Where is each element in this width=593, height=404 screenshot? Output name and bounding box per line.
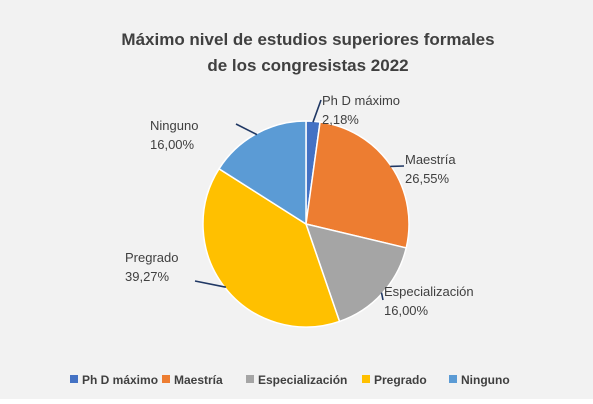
legend-label: Pregrado <box>374 373 427 387</box>
legend-swatch <box>449 375 457 383</box>
pie-slices <box>203 121 409 327</box>
legend-swatch <box>362 375 370 383</box>
legend-item-ph-d-maximo: Ph D máximo <box>70 373 158 387</box>
legend-swatch <box>162 375 170 383</box>
legend-label: Maestría <box>174 373 223 387</box>
chart-title-line-1: Máximo nivel de estudios superiores form… <box>121 30 494 49</box>
legend-label: Ph D máximo <box>82 373 158 387</box>
legend-label: Especialización <box>258 373 347 387</box>
chart-title-line-2: de los congresistas 2022 <box>207 56 408 75</box>
legend-swatch <box>246 375 254 383</box>
legend-item-especializacion: Especialización <box>246 373 347 387</box>
legend-swatch <box>70 375 78 383</box>
legend-label: Ninguno <box>461 373 510 387</box>
